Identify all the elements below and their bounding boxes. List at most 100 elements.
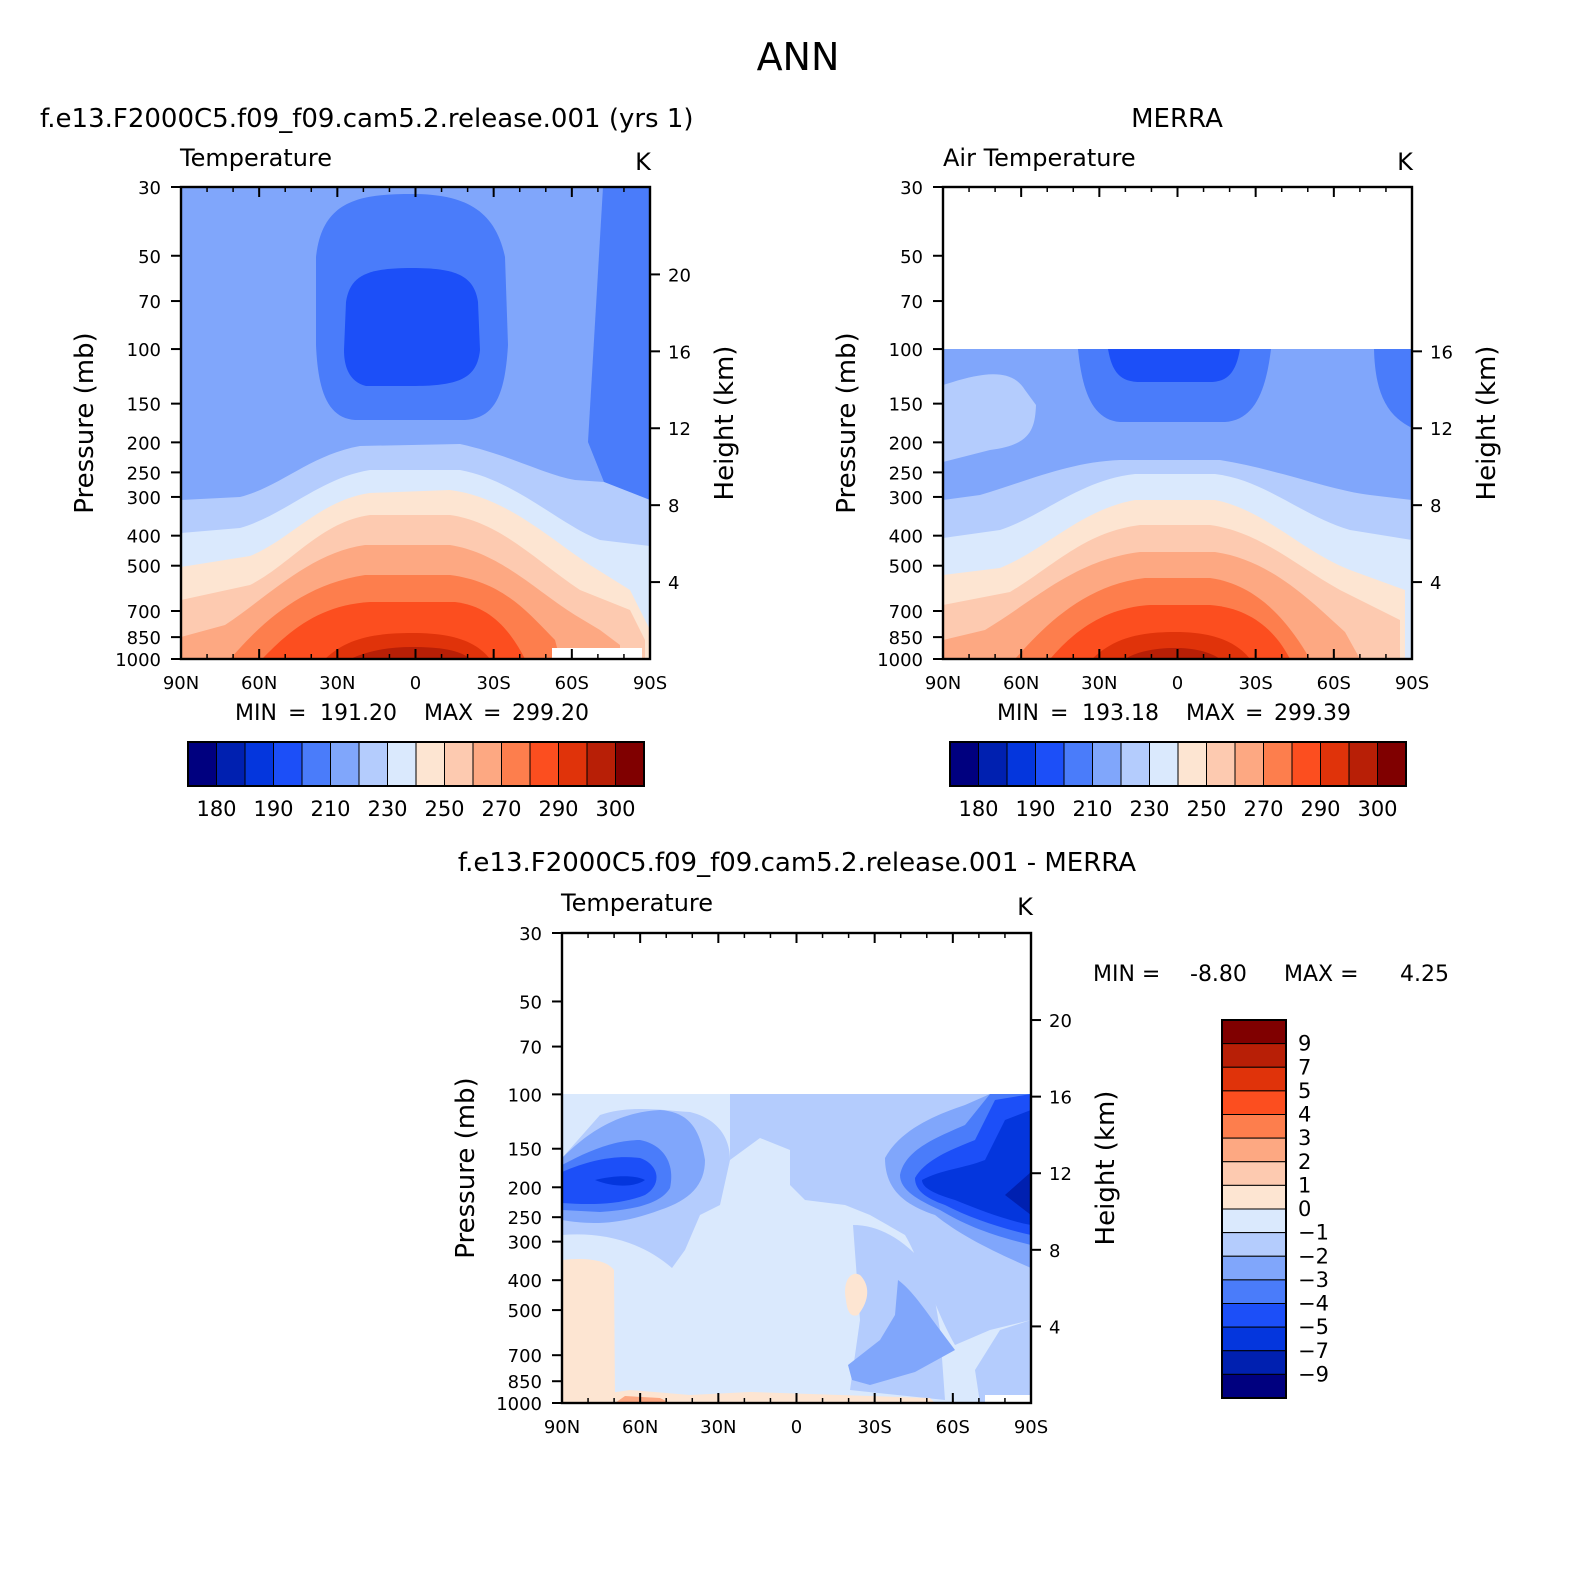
colorbar-label: 210 [310, 797, 350, 821]
colorbar-label: 230 [1129, 797, 1169, 821]
contour-band [562, 1094, 600, 1130]
panel-case-title: MERRA [1131, 104, 1223, 134]
colorbar-box [1221, 1279, 1287, 1304]
y-tick-label: 70 [138, 292, 161, 313]
panel-case-title: f.e13.F2000C5.f09_f09.cam5.2.release.001… [458, 848, 1136, 878]
max-value: 299.39 [1274, 701, 1351, 726]
height-tick-label: 16 [668, 342, 691, 363]
max-value: 299.20 [512, 701, 589, 726]
colorbar-box [444, 741, 474, 787]
colorbar-box [1221, 1019, 1287, 1045]
max-label: MAX [1186, 701, 1235, 726]
colorbar-label: 3 [1298, 1126, 1311, 1150]
panel-difference: f.e13.F2000C5.f09_f09.cam5.2.release.001… [451, 848, 1449, 1438]
x-tick-label: 90N [163, 673, 199, 694]
y-tick-label: 400 [889, 527, 923, 548]
x-tick-label: 30S [857, 1417, 891, 1438]
plot-frame: 90N 60N 30N 0 30S 60S 90S 30 50 70 100 150 200 250 300… [451, 924, 1121, 1438]
colorbar-box [1234, 741, 1264, 787]
contour-field [562, 1094, 1031, 1403]
plot-frame: 90N 60N 30N 0 30S 60S 90S 30 50 70 100 150 200 250 300… [70, 178, 740, 694]
contour-band [943, 374, 1036, 462]
x-tick-label: 30N [319, 673, 355, 694]
colorbar-box [1006, 741, 1036, 787]
y-tick-label: 70 [519, 1038, 542, 1059]
y-tick-label: 150 [889, 395, 923, 416]
y-tick-label: 30 [900, 178, 923, 199]
colorbar-box [1221, 1161, 1287, 1186]
colorbar-label: 2 [1298, 1150, 1311, 1174]
y-tick-label: 1000 [877, 650, 923, 671]
x-tick-label: 30N [1081, 673, 1117, 694]
colorbar-label: −4 [1298, 1292, 1329, 1316]
colorbar-label: 250 [424, 797, 464, 821]
min-label: MIN [235, 701, 277, 726]
y-tick-label: 1000 [496, 1394, 542, 1415]
colorbar-box [1221, 1137, 1287, 1163]
y-tick-label: 500 [127, 557, 161, 578]
colorbar-label: 4 [1298, 1103, 1311, 1127]
y-tick-label: 250 [889, 463, 923, 484]
colorbar-box [1221, 1208, 1287, 1234]
colorbar-box [330, 741, 360, 787]
colorbar-box [1221, 1043, 1287, 1068]
y-tick-label: 70 [900, 292, 923, 313]
colorbar-box [558, 741, 588, 787]
colorbar: 180 190 210 230 250 270 290 300 [949, 741, 1407, 821]
y-tick-label: 300 [889, 488, 923, 509]
height-tick-label: 8 [1049, 1241, 1060, 1262]
x-tick-label: 90N [544, 1417, 580, 1438]
missing-data [552, 648, 642, 659]
min-equals: = [288, 701, 306, 726]
colorbar-label: 5 [1298, 1079, 1311, 1103]
height-tick-label: 12 [668, 419, 691, 440]
colorbar-label: −5 [1298, 1315, 1329, 1339]
y-tick-label: 850 [889, 628, 923, 649]
colorbar-box [1063, 741, 1093, 787]
x-tick-label: 30S [1238, 673, 1272, 694]
colorbar-box [216, 741, 246, 787]
height-tick-label: 8 [1430, 496, 1441, 517]
colorbar-label: 300 [595, 797, 635, 821]
contour-band [344, 268, 480, 386]
min-label: MIN [997, 701, 1039, 726]
y-axis-title-right: Height (km) [710, 346, 740, 501]
colorbar-box [1035, 741, 1065, 787]
missing-data [985, 1395, 1031, 1403]
y-tick-label: 50 [900, 247, 923, 268]
colorbar-box [1221, 1232, 1287, 1257]
colorbar-box [1377, 741, 1407, 787]
y-tick-label: 30 [519, 924, 542, 945]
colorbar-box [1149, 741, 1179, 787]
colorbar-box [1221, 1255, 1287, 1281]
x-tick-label: 90S [1395, 673, 1429, 694]
contour-band [845, 1273, 868, 1316]
colorbar-box [1320, 741, 1350, 787]
contour-band [588, 187, 650, 500]
colorbar-label: 9 [1298, 1032, 1311, 1056]
height-tick-label: 16 [1049, 1088, 1072, 1109]
colorbar-box [1221, 1373, 1287, 1399]
y-tick-label: 400 [127, 527, 161, 548]
contour-band [595, 1176, 645, 1186]
y-tick-label: 300 [127, 488, 161, 509]
panel-case-title: f.e13.F2000C5.f09_f09.cam5.2.release.001… [40, 104, 694, 134]
height-tick-label: 16 [1430, 342, 1453, 363]
x-tick-label: 60N [241, 673, 277, 694]
x-tick-label: 0 [791, 1417, 802, 1438]
colorbar-label: 250 [1186, 797, 1226, 821]
y-tick-label: 200 [508, 1178, 542, 1199]
y-tick-label: 200 [889, 433, 923, 454]
y-tick-label: 700 [127, 602, 161, 623]
colorbar-box [1092, 741, 1122, 787]
panel-units-label: K [635, 148, 652, 176]
contour-band [1092, 632, 1250, 659]
colorbar-box [978, 741, 1008, 787]
colorbar-box [949, 741, 979, 787]
y-axis-title-right: Height (km) [1472, 346, 1502, 501]
colorbar-box [415, 741, 445, 787]
x-tick-label: 60S [936, 1417, 970, 1438]
max-label: MAX = [1284, 962, 1359, 987]
y-tick-label: 100 [127, 340, 161, 361]
contour-band [350, 647, 470, 659]
